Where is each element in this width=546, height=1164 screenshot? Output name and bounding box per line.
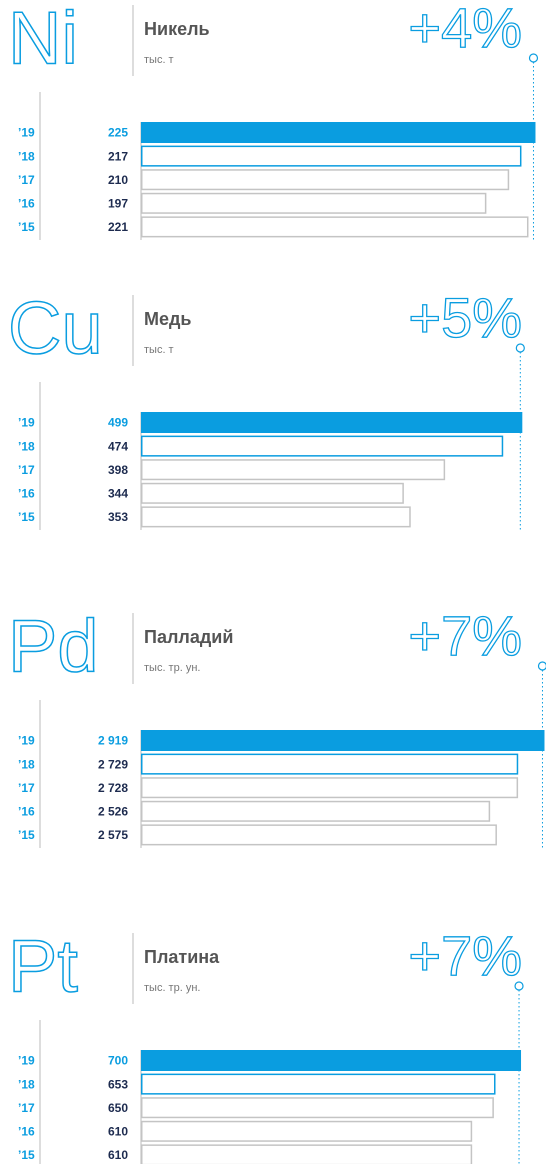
bar: [141, 506, 411, 528]
year-label: ’17: [18, 463, 35, 477]
bar: [141, 824, 497, 846]
bar: [141, 459, 446, 481]
value-label: 499: [108, 416, 128, 430]
value-label: 653: [108, 1077, 128, 1091]
bar: [141, 753, 519, 775]
year-label: ’17: [18, 1101, 35, 1115]
chart-title: Никель: [144, 19, 210, 39]
year-label: ’15: [18, 828, 35, 842]
value-label: 700: [108, 1054, 128, 1068]
year-label: ’19: [18, 126, 35, 140]
bar: [141, 192, 487, 214]
chart-title: Платина: [144, 947, 220, 967]
year-label: ’15: [18, 510, 35, 524]
bar: [141, 482, 404, 504]
year-label: ’16: [18, 196, 35, 210]
year-label: ’18: [18, 757, 35, 771]
year-label: ’19: [18, 1054, 35, 1068]
value-label: 210: [108, 173, 128, 187]
year-label: ’17: [18, 173, 35, 187]
value-label: 221: [108, 220, 128, 234]
bar: [141, 777, 519, 799]
chart-title: Палладий: [144, 627, 233, 647]
bar: [141, 1097, 494, 1119]
bar: [141, 1120, 473, 1142]
year-label: ’15: [18, 1148, 35, 1162]
marker: [537, 661, 546, 671]
element-symbol: Pt: [8, 925, 78, 1008]
value-label: 225: [108, 126, 128, 140]
value-label: 398: [108, 463, 128, 477]
change: +4%: [408, 0, 522, 59]
value-label: 197: [108, 196, 128, 210]
value-label: 2 919: [98, 734, 128, 748]
year-label: ’18: [18, 439, 35, 453]
value-label: 344: [108, 486, 128, 500]
chart-title: Медь: [144, 309, 192, 329]
element-symbol: Cu: [8, 287, 103, 370]
value-label: 610: [108, 1124, 128, 1138]
year-label: ’19: [18, 734, 35, 748]
bar: [141, 169, 510, 191]
value-label: 2 729: [98, 757, 128, 771]
chart-panel: Cu Медь тыс. т +5% ’19 499 ’18 474 ’17 398 ’16 344 ’…: [7, 285, 525, 532]
year-label: ’16: [18, 1124, 35, 1138]
chart-subtitle: тыс. тр. ун.: [144, 662, 200, 674]
bar: [141, 1050, 522, 1071]
bar: [141, 122, 536, 143]
value-label: 474: [108, 439, 128, 453]
year-label: ’15: [18, 220, 35, 234]
change: +5%: [408, 286, 522, 349]
value-label: 650: [108, 1101, 128, 1115]
element-symbol: Ni: [8, 0, 78, 80]
value-label: 2 728: [98, 781, 128, 795]
bar: [141, 730, 545, 751]
bar: [141, 435, 504, 457]
year-label: ’17: [18, 781, 35, 795]
marker: [514, 981, 524, 991]
bar: [141, 1144, 473, 1164]
bar: [141, 800, 491, 822]
year-label: ’16: [18, 486, 35, 500]
bar: [141, 1073, 496, 1095]
chart-subtitle: тыс. т: [144, 344, 174, 356]
chart-panel: Pd Палладий тыс. тр. ун. +7% ’19 2 919 ’18 2 72…: [7, 603, 546, 850]
chart-subtitle: тыс. т: [144, 54, 174, 66]
year-label: ’18: [18, 149, 35, 163]
marker: [515, 343, 525, 353]
value-label: 353: [108, 510, 128, 524]
value-label: 2 526: [98, 804, 128, 818]
bar: [141, 412, 523, 433]
year-label: ’19: [18, 416, 35, 430]
bar: [141, 145, 522, 167]
value-label: 217: [108, 149, 128, 163]
marker: [528, 53, 539, 63]
year-label: ’16: [18, 804, 35, 818]
chart-panel: Pt Платина тыс. тр. ун. +7% ’19 700 ’18 653 ’17 6…: [7, 923, 524, 1164]
year-label: ’18: [18, 1077, 35, 1091]
bar: [141, 216, 529, 238]
chart-panel: Ni Никель тыс. т +4% ’19 225 ’18 217 ’17 210 ’16 19…: [7, 0, 539, 242]
change: +7%: [408, 604, 522, 667]
element-symbol: Pd: [8, 605, 99, 688]
value-label: 2 575: [98, 828, 128, 842]
chart-subtitle: тыс. тр. ун.: [144, 982, 200, 994]
change: +7%: [408, 924, 522, 987]
value-label: 610: [108, 1148, 128, 1162]
